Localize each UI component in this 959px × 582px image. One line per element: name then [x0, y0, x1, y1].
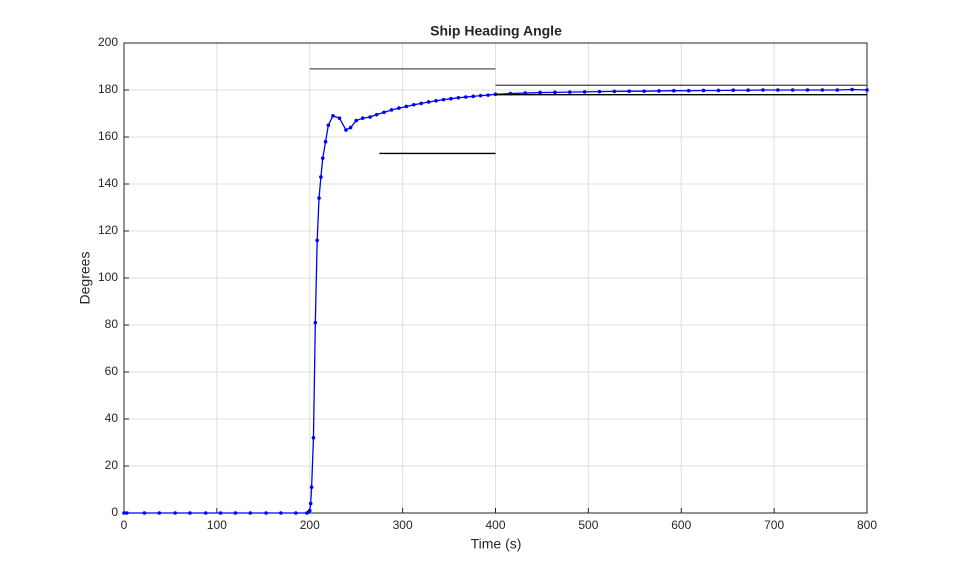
y-axis-label: Degrees	[77, 252, 93, 305]
x-axis-label: Time (s)	[471, 536, 522, 552]
data-point	[850, 87, 854, 92]
y-tick-label: 60	[105, 364, 119, 378]
data-point	[203, 511, 208, 515]
x-tick-label: 0	[121, 518, 128, 532]
data-point	[319, 175, 323, 179]
data-point	[397, 106, 401, 110]
x-tick-label: 100	[207, 518, 227, 532]
data-point	[612, 89, 617, 94]
data-point	[122, 511, 126, 515]
data-point	[642, 89, 646, 93]
data-point	[157, 511, 162, 515]
data-point	[248, 511, 253, 515]
data-point	[553, 90, 557, 95]
data-point	[307, 508, 312, 513]
data-point	[434, 99, 438, 103]
data-point	[582, 90, 587, 94]
data-point	[411, 103, 416, 107]
data-point	[820, 88, 825, 92]
data-point	[404, 104, 409, 109]
data-point	[523, 91, 528, 95]
data-point	[776, 88, 780, 92]
data-point	[865, 88, 869, 92]
data-point	[463, 95, 468, 99]
data-point	[368, 115, 372, 119]
y-tick-label: 100	[98, 270, 118, 284]
data-point	[701, 88, 706, 93]
plot-frame	[123, 42, 868, 514]
x-tick-label: 500	[578, 518, 598, 532]
data-point	[309, 485, 314, 489]
data-point	[173, 511, 177, 515]
data-point	[657, 89, 661, 93]
y-tick-label: 180	[98, 82, 118, 96]
data-point	[746, 88, 750, 93]
data-point	[449, 96, 453, 101]
data-point	[805, 88, 810, 92]
y-tick-label: 80	[105, 317, 119, 331]
x-tick-label: 600	[671, 518, 691, 532]
data-point	[761, 88, 765, 92]
data-point	[354, 118, 358, 123]
data-point	[686, 88, 691, 93]
data-point	[471, 94, 476, 99]
data-point	[790, 88, 795, 92]
data-point	[382, 110, 386, 115]
data-point	[294, 511, 298, 515]
data-point	[389, 108, 394, 112]
data-point	[264, 511, 268, 515]
y-tick-label: 40	[105, 411, 119, 425]
data-point	[456, 95, 461, 100]
data-point	[326, 123, 331, 128]
data-point	[478, 93, 483, 98]
data-point	[426, 100, 431, 104]
data-point	[331, 114, 335, 118]
data-point	[568, 90, 572, 94]
y-tick-label: 160	[98, 129, 118, 143]
data-point	[188, 511, 192, 515]
data-point	[317, 196, 321, 200]
data-point	[344, 128, 348, 132]
data-point	[218, 511, 223, 515]
data-point	[374, 112, 379, 117]
data-point	[320, 156, 325, 160]
x-tick-label: 700	[764, 518, 784, 532]
data-point	[538, 90, 542, 95]
chart-title: Ship Heading Angle	[430, 23, 562, 39]
data-point	[835, 88, 840, 92]
data-point	[323, 139, 328, 144]
data-point	[672, 88, 676, 93]
data-point	[311, 436, 316, 440]
data-point	[360, 116, 365, 120]
data-point	[486, 93, 490, 97]
data-point	[308, 501, 313, 506]
x-tick-label: 400	[485, 518, 505, 532]
data-point	[313, 320, 318, 325]
data-point	[233, 511, 238, 515]
data-point	[348, 125, 353, 130]
data-point	[279, 511, 283, 515]
data-point	[597, 89, 602, 94]
data-point	[315, 238, 319, 243]
data-point	[142, 511, 147, 515]
x-tick-label: 300	[393, 518, 413, 532]
data-point	[419, 101, 424, 106]
data-point	[124, 511, 129, 515]
x-tick-label: 800	[857, 518, 877, 532]
data-point	[627, 89, 632, 93]
y-tick-label: 200	[98, 35, 118, 49]
data-point	[337, 116, 342, 120]
y-tick-label: 120	[98, 223, 118, 237]
data-point	[441, 97, 446, 102]
y-tick-label: 20	[105, 458, 119, 472]
data-point	[731, 88, 736, 93]
y-tick-label: 0	[111, 505, 118, 519]
y-tick-label: 140	[98, 176, 118, 190]
x-tick-label: 200	[300, 518, 320, 532]
data-point	[716, 88, 721, 93]
